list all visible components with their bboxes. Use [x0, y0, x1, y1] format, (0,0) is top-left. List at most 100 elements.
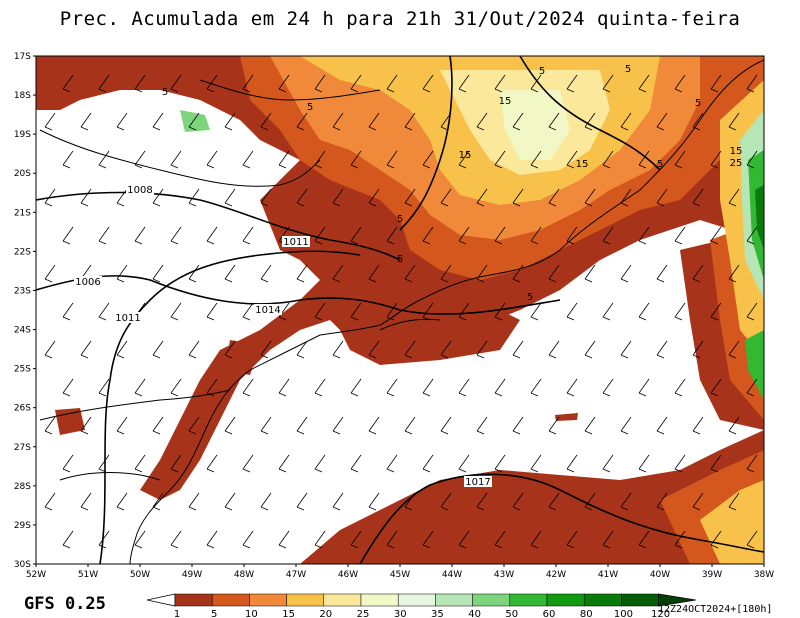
wind-barb	[674, 454, 686, 473]
precip-contour-label: 5	[307, 102, 313, 113]
legend-swatch	[211, 593, 250, 607]
lon-tick-label: 41W	[598, 570, 618, 580]
wind-barb	[170, 74, 182, 93]
wind-barb	[404, 416, 416, 435]
wind-barb	[62, 378, 74, 397]
wind-barb	[188, 264, 200, 283]
wind-barb	[332, 188, 344, 207]
wind-barb	[602, 74, 614, 93]
wind-barb	[98, 378, 110, 397]
wind-barb	[170, 378, 182, 397]
wind-barb	[206, 150, 218, 169]
wind-barb	[620, 112, 632, 131]
wind-barb	[368, 264, 380, 283]
wind-barb	[476, 112, 488, 131]
wind-barb	[278, 74, 290, 93]
wind-barb	[692, 188, 704, 207]
wind-barb	[278, 150, 290, 169]
wind-barb	[656, 264, 668, 283]
wind-barb	[674, 74, 686, 93]
wind-barb	[386, 302, 398, 321]
precip-shading	[36, 56, 764, 564]
legend-value-label: 40	[468, 609, 481, 618]
wind-barb	[458, 150, 470, 169]
wind-barb	[620, 340, 632, 359]
wind-barb	[620, 188, 632, 207]
legend-value-label: 100	[614, 609, 633, 618]
wind-barb	[710, 530, 722, 549]
wind-barb	[494, 454, 506, 473]
wind-barb	[674, 302, 686, 321]
wind-barb	[314, 74, 326, 93]
wind-barb	[638, 530, 650, 549]
wind-barb	[152, 492, 164, 511]
lat-tick-label: 29S	[14, 521, 31, 531]
wind-barb	[440, 264, 452, 283]
wind-barb	[476, 188, 488, 207]
legend-swatch	[249, 593, 287, 607]
wind-barb	[602, 454, 614, 473]
wind-barb	[530, 150, 542, 169]
lat-tick-label: 22S	[14, 247, 31, 257]
wind-barb	[332, 264, 344, 283]
lat-tick-label: 27S	[14, 443, 31, 453]
isobar-label: 1008	[127, 185, 152, 196]
wind-barb	[692, 492, 704, 511]
legend-swatch	[360, 593, 399, 607]
wind-barb	[134, 150, 146, 169]
legend-value-label: 50	[505, 609, 518, 618]
wind-barb	[98, 150, 110, 169]
precip-contour-label: 5	[657, 159, 663, 170]
wind-barb	[422, 150, 434, 169]
lat-tick-label: 20S	[14, 169, 31, 179]
lon-tick-label: 52W	[26, 570, 46, 580]
wind-barb	[62, 226, 74, 245]
wind-barb	[746, 530, 758, 549]
legend-value-label: 25	[357, 609, 370, 618]
lat-tick-label: 23S	[14, 286, 31, 296]
legend-low-arrow	[146, 593, 176, 607]
wind-barb	[710, 74, 722, 93]
wind-barb	[638, 454, 650, 473]
wind-barb	[350, 454, 362, 473]
wind-barb	[386, 150, 398, 169]
wind-barb	[422, 530, 434, 549]
wind-barb	[206, 226, 218, 245]
wind-barb	[134, 226, 146, 245]
wind-barb	[242, 454, 254, 473]
wind-barb	[674, 530, 686, 549]
wind-barb	[476, 340, 488, 359]
precip-contour-label: 5	[695, 98, 701, 109]
wind-barb	[728, 264, 740, 283]
isobar-label: 1006	[75, 277, 100, 288]
wind-barb	[476, 264, 488, 283]
wind-barb	[224, 264, 236, 283]
precip-contour-label: 5	[539, 66, 545, 77]
wind-barb	[422, 454, 434, 473]
longitude-axis: 52W 51W 50W 49W 48W 47W 46W 45W 44W 43W 42W 41W 40W 3…	[26, 564, 774, 580]
wind-barb	[548, 264, 560, 283]
map-title: Prec. Acumulada em 24 h para 21h 31/Out/…	[59, 8, 741, 30]
wind-barb	[620, 492, 632, 511]
wind-barb	[80, 188, 92, 207]
wind-barb	[116, 416, 128, 435]
lat-tick-label: 28S	[14, 482, 31, 492]
wind-barb	[188, 340, 200, 359]
wind-barb	[512, 264, 524, 283]
wind-barb	[530, 226, 542, 245]
lon-tick-label: 45W	[390, 570, 410, 580]
wind-barb	[602, 378, 614, 397]
wind-barb	[44, 112, 56, 131]
wind-barb	[476, 416, 488, 435]
wind-barb	[746, 454, 758, 473]
precip-contour-label: 5	[162, 87, 168, 98]
wind-barb	[602, 530, 614, 549]
latitude-axis: 17S 18S 19S 20S 21S 22S 23S 24S 25S 26S 27S 28S 29S 3…	[14, 52, 36, 570]
lat-tick-label: 24S	[14, 326, 31, 336]
wind-barb	[710, 302, 722, 321]
wind-barb	[314, 226, 326, 245]
wind-barb	[494, 150, 506, 169]
wind-barb	[188, 112, 200, 131]
isobar-labels: 1008 1006 1011 1011 1014 1017	[74, 184, 492, 488]
legend-value-label: 80	[580, 609, 593, 618]
